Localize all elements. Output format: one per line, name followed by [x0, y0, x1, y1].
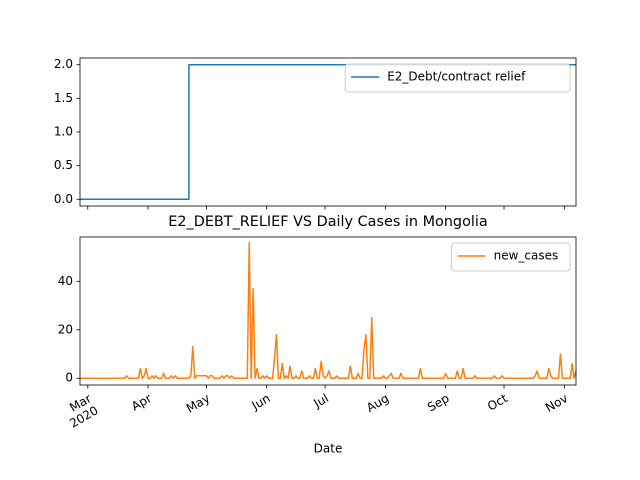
- legend-frame: [344, 63, 571, 93]
- y-tick-label: 2.0: [54, 57, 73, 71]
- series-line: [80, 241, 577, 379]
- chart-title: E2_DEBT_RELIEF VS Daily Cases in Mongoli…: [168, 214, 487, 230]
- legend-label: E2_Debt/contract relief: [387, 70, 526, 84]
- legend: E2_Debt/contract relief: [344, 63, 571, 93]
- x-axis-label: Date: [314, 442, 343, 456]
- y-tick-label: 40: [58, 274, 73, 288]
- legend-frame: [451, 242, 571, 272]
- y-tick-label: 0.5: [54, 158, 73, 172]
- x-tick-label: Jul: [311, 391, 331, 411]
- y-tick-label: 0.0: [54, 192, 73, 206]
- y-tick-label: 1.0: [54, 125, 73, 139]
- legend-label: new_cases: [494, 249, 559, 263]
- y-tick-label: 20: [58, 322, 73, 336]
- legend: new_cases: [451, 242, 571, 272]
- axes-frame: [79, 236, 577, 386]
- y-tick-label: 0: [65, 371, 73, 385]
- y-tick-label: 1.5: [54, 91, 73, 105]
